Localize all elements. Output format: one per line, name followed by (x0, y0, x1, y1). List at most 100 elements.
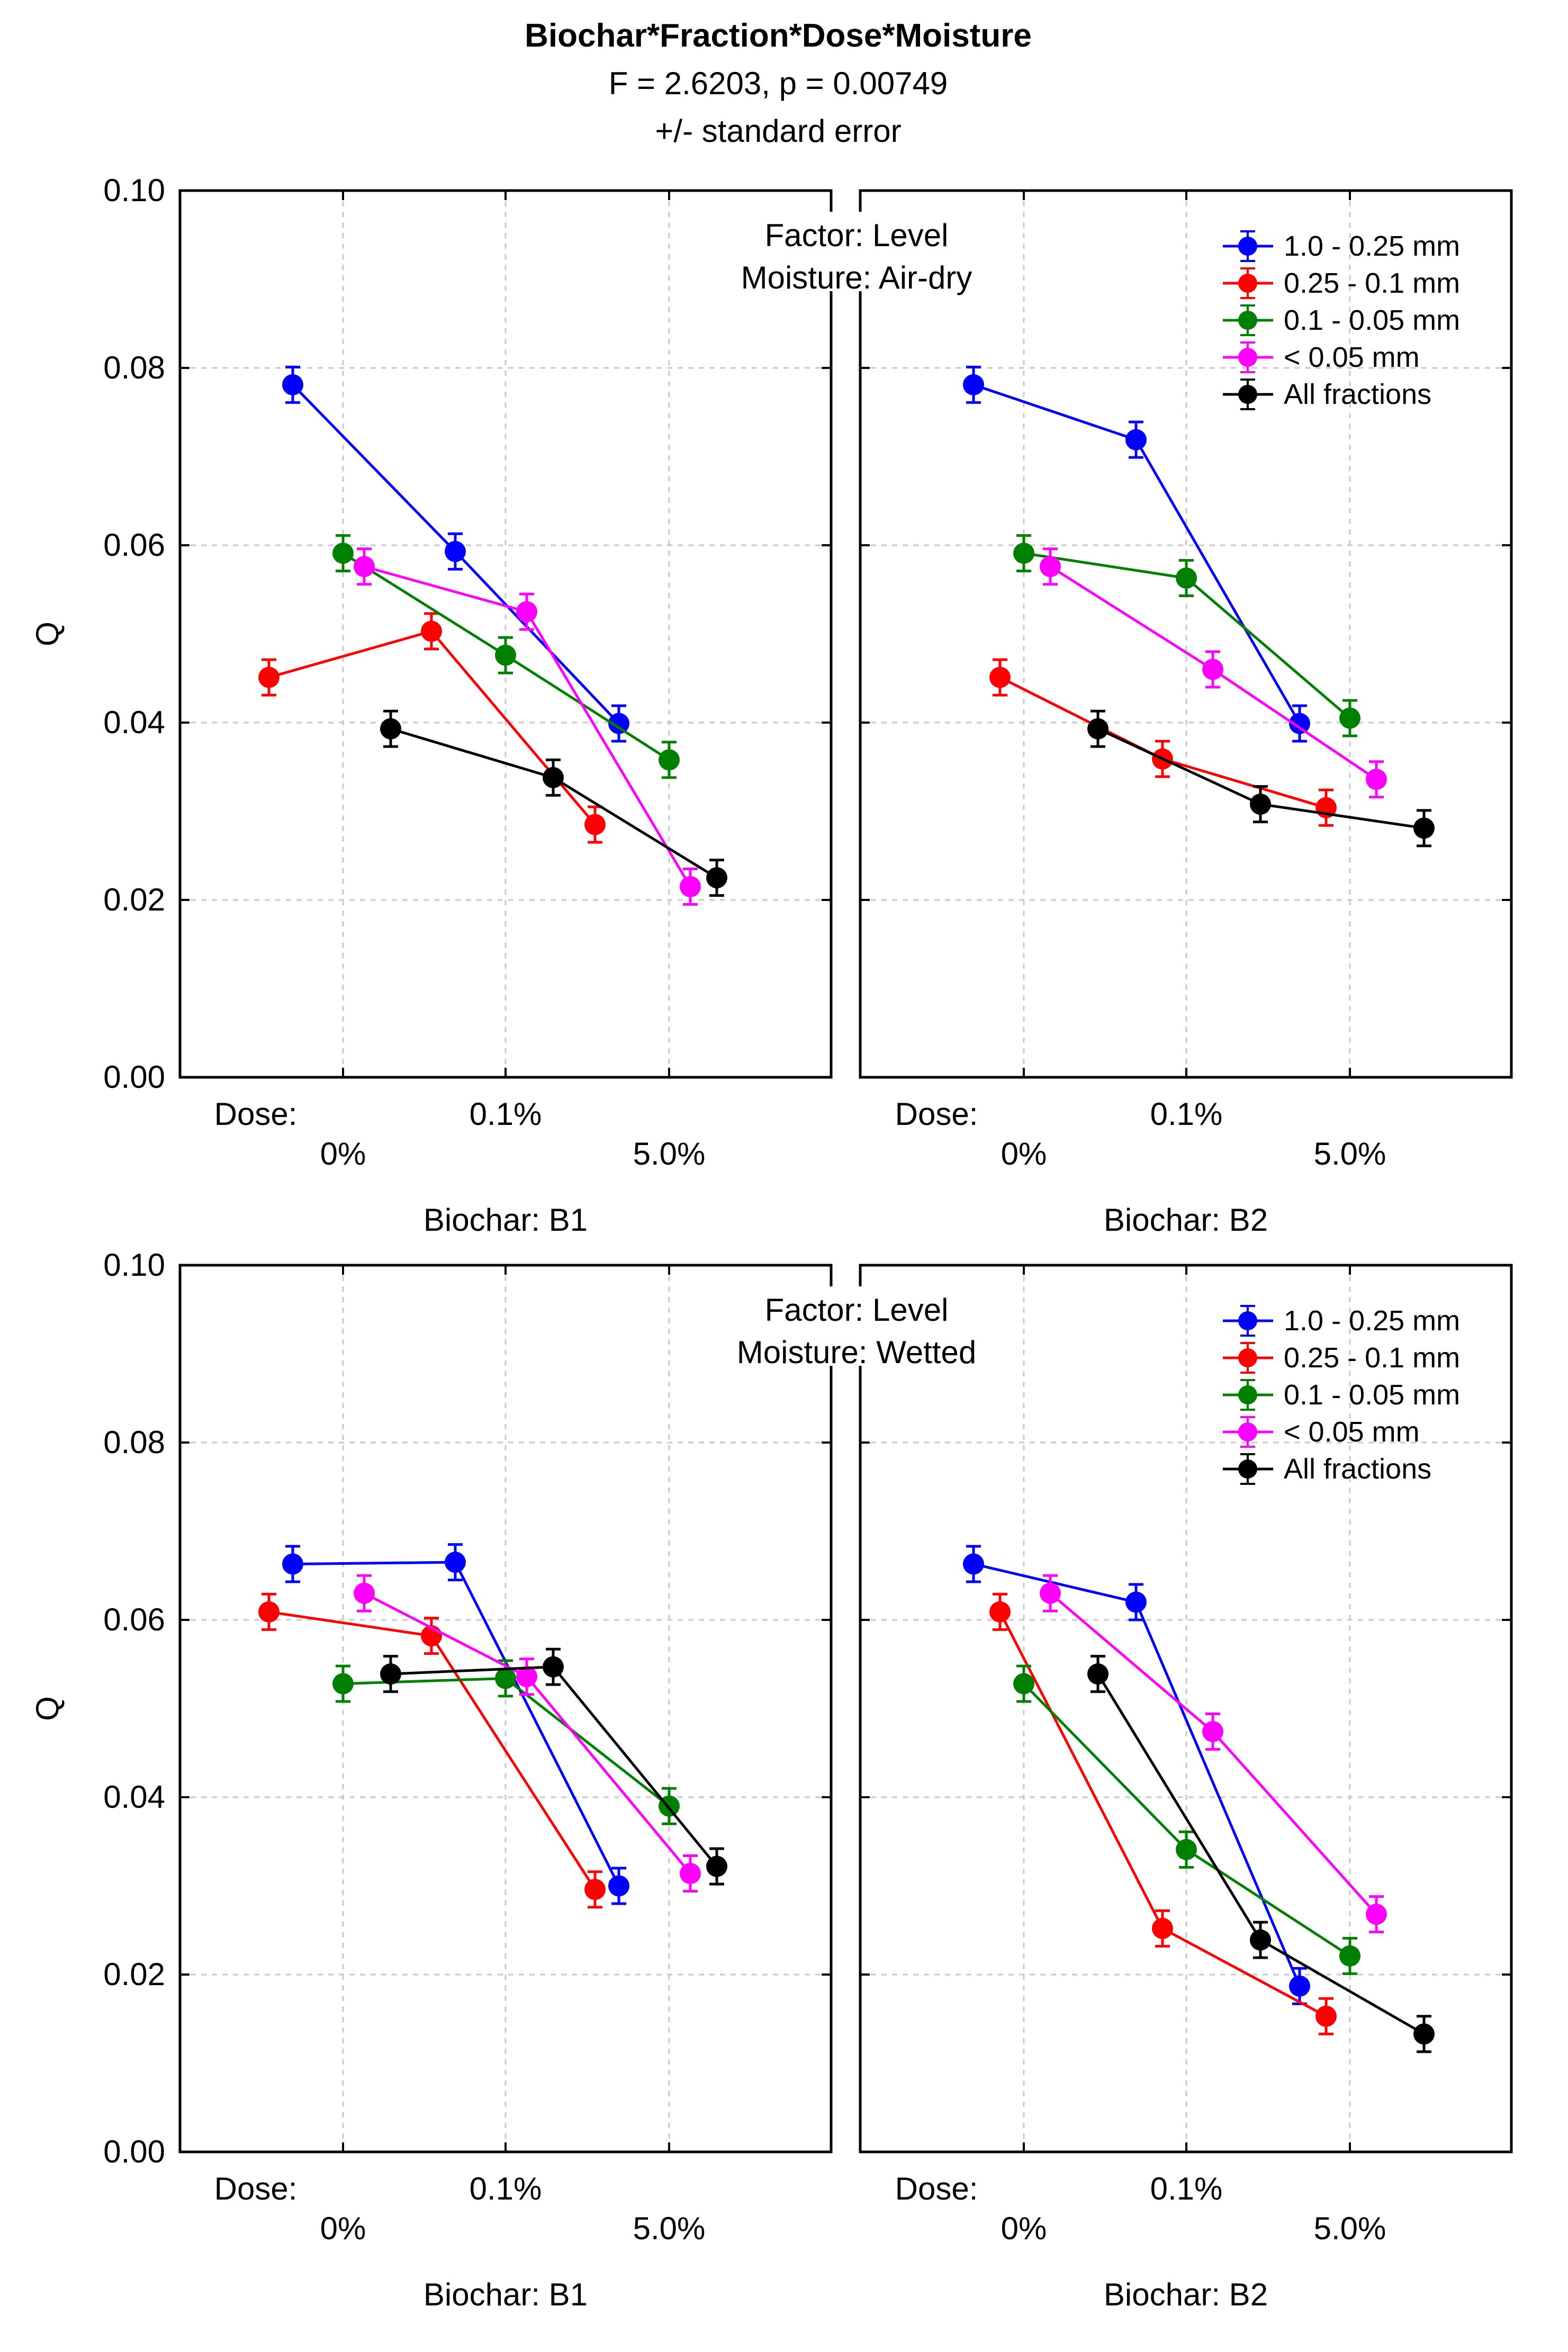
x-tick-label: 5.0% (633, 1136, 706, 1172)
data-point (380, 718, 401, 740)
panel-row1-b2: Dose: 0% 0.1% 5.0% Biochar: B2 1.0 - 0.25 mm 0… (859, 189, 1513, 1238)
data-point (1040, 556, 1061, 578)
data-point (258, 1601, 280, 1623)
data-point (495, 1668, 516, 1689)
data-point (680, 1863, 701, 1885)
data-point (1339, 707, 1360, 729)
data-point (1250, 794, 1271, 815)
dose-label: Dose: (214, 1096, 298, 1132)
panel-frame (178, 1264, 833, 2153)
series-line (390, 1665, 718, 1868)
data-point (608, 1875, 629, 1897)
data-point (1339, 1945, 1360, 1967)
figure-subtitle-error: +/- standard error (655, 113, 901, 149)
factor-label: Factor: Level (765, 1292, 949, 1328)
data-point (495, 644, 516, 666)
biochar-label: Biochar: B2 (1104, 1202, 1268, 1238)
panel-frame (178, 189, 833, 1079)
data-point (282, 374, 303, 395)
legend-label: 0.1 - 0.05 mm (1284, 1379, 1460, 1411)
legend-marker (1238, 311, 1257, 330)
legend-label: All fractions (1284, 379, 1431, 410)
data-point (1176, 567, 1197, 589)
y-tick-label: 0.10 (103, 1247, 165, 1283)
y-tick-label: 0.02 (103, 1957, 165, 1992)
y-tick-label: 0.00 (103, 2134, 165, 2169)
data-point (608, 713, 629, 734)
factor-label-background (699, 212, 1016, 291)
data-point (516, 601, 537, 623)
panel-row2-b2: Dose: 0% 0.1% 5.0% Biochar: B2 1.0 - 0.25 mm 0… (859, 1264, 1513, 2312)
data-point (1013, 1673, 1034, 1695)
legend-marker (1238, 1385, 1257, 1404)
data-point (1013, 543, 1034, 564)
legend-marker (1238, 385, 1257, 404)
y-tick-label: 0.06 (103, 527, 165, 563)
data-point (1176, 1839, 1197, 1860)
legend-marker (1238, 1459, 1257, 1479)
y-axis-label: Q (30, 621, 65, 646)
series-line (998, 1611, 1327, 2017)
legend-marker (1238, 1422, 1257, 1441)
data-point (1125, 1591, 1147, 1613)
panel-row2-b1: Dose: 0% 0.1% 5.0% Biochar: B1 (178, 1264, 833, 2312)
moisture-label: Moisture: Air-dry (741, 260, 972, 295)
x-tick-label: 0.1% (1150, 2171, 1223, 2206)
data-point (680, 876, 701, 897)
legend-marker (1238, 1348, 1257, 1367)
x-tick-label: 0.1% (470, 2171, 542, 2206)
y-tick-label: 0.04 (103, 1779, 165, 1815)
panel-row1-b1: Dose: 0% 0.1% 5.0% Biochar: B1 (178, 189, 833, 1238)
figure-title: Biochar*Fraction*Dose*Moisture (525, 17, 1032, 54)
data-point (1087, 1663, 1109, 1685)
x-tick-label: 0% (1001, 2211, 1047, 2246)
legend-label: 0.1 - 0.05 mm (1284, 304, 1460, 336)
x-tick-label: 5.0% (1314, 2211, 1386, 2246)
data-point (354, 1582, 375, 1604)
data-point (706, 867, 727, 889)
charts-area: 0.00 0.02 0.04 0.06 0.08 0.10 Q Dose: 0% 0.1% 5.0%… (30, 173, 1513, 2312)
y-tick-label: 0.10 (103, 173, 165, 208)
data-point (332, 1673, 354, 1695)
data-point (584, 1879, 606, 1900)
data-point (1087, 718, 1109, 740)
figure-subtitle-stats: F = 2.6203, p = 0.00749 (609, 66, 948, 101)
y-tick-label: 0.06 (103, 1602, 165, 1637)
data-point (1250, 1929, 1271, 1951)
legend-label: < 0.05 mm (1284, 1416, 1420, 1448)
y-tick-label: 0.02 (103, 882, 165, 917)
y-tick-label: 0.00 (103, 1059, 165, 1095)
y-axis-label: Q (30, 1696, 65, 1721)
data-point (1202, 659, 1223, 680)
data-point (584, 814, 606, 835)
biochar-label: Biochar: B1 (423, 1202, 588, 1238)
x-tick-label: 0% (1001, 1136, 1047, 1172)
data-point (354, 556, 375, 578)
x-tick-label: 5.0% (633, 2211, 706, 2246)
data-point (1152, 1917, 1173, 1939)
data-point (445, 1552, 466, 1573)
data-point (1366, 769, 1387, 790)
x-tick-label: 5.0% (1314, 1136, 1386, 1172)
biochar-label: Biochar: B1 (423, 2277, 588, 2312)
factor-label: Factor: Level (765, 218, 949, 253)
data-point (963, 1553, 984, 1575)
y-tick-label: 0.04 (103, 705, 165, 740)
x-tick-label: 0% (320, 2211, 366, 2246)
data-point (1413, 2023, 1435, 2045)
data-point (963, 374, 984, 395)
dose-label: Dose: (214, 2171, 298, 2206)
moisture-label: Moisture: Wetted (737, 1335, 976, 1370)
legend-marker (1238, 1311, 1257, 1330)
y-tick-label: 0.08 (103, 1425, 165, 1460)
data-point (282, 1553, 303, 1575)
y-tick-label: 0.08 (103, 350, 165, 385)
series-line (292, 1561, 620, 1887)
data-point (1125, 429, 1147, 450)
data-point (543, 1656, 564, 1678)
dose-label: Dose: (895, 2171, 978, 2206)
data-point (516, 1666, 537, 1688)
data-point (989, 1601, 1011, 1623)
data-point (706, 1855, 727, 1877)
data-point (1289, 713, 1310, 734)
